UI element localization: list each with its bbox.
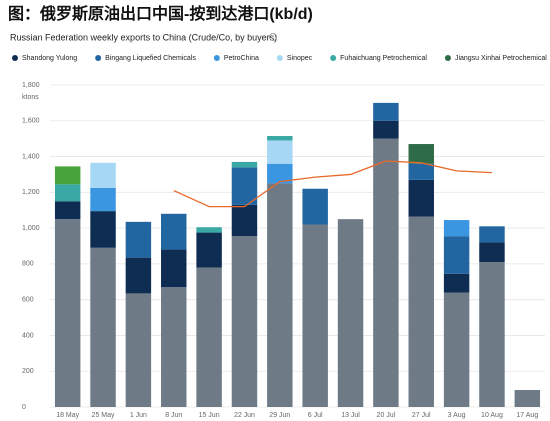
legend-label: Jiangsu Xinhai Petrochemical: [455, 55, 547, 62]
bar-segment: [302, 188, 328, 225]
bar-segment: [161, 213, 187, 250]
x-tick-label: 1 Jun: [130, 412, 147, 419]
info-icon[interactable]: [269, 33, 277, 41]
bar-segment: [337, 219, 364, 407]
x-tick-label: 13 Jul: [341, 412, 360, 419]
y-tick-label: 1,000: [22, 225, 40, 232]
bar-segment: [479, 242, 505, 263]
bar-segment: [408, 144, 434, 164]
y-tick-label: 200: [22, 368, 34, 375]
y-tick-label: 1,400: [22, 153, 40, 160]
x-tick-label: 8 Jun: [165, 412, 182, 419]
legend-swatch: [12, 55, 18, 61]
bar-segment: [90, 211, 116, 248]
legend-label: Shandong Yulong: [22, 55, 77, 62]
bar-segment: [231, 161, 258, 168]
y-tick-label: 800: [22, 261, 34, 268]
bar-segment: [231, 167, 258, 205]
bar-segment: [196, 232, 222, 268]
chart-title: 图：俄罗斯原油出口中国-按到达港口(kb/d): [8, 4, 313, 23]
bar-segment: [90, 247, 116, 407]
bar-segment: [443, 292, 470, 407]
bar-segment: [54, 219, 81, 407]
bar-segment: [231, 236, 258, 407]
x-tick-label: 3 Aug: [448, 412, 466, 419]
x-tick-label: 20 Jul: [377, 412, 396, 419]
legend-swatch: [95, 55, 102, 61]
bar-segment: [196, 267, 222, 407]
legend-label: PetroChina: [224, 55, 259, 62]
legend-label: Sinopec: [287, 55, 313, 62]
bar-segment: [408, 163, 434, 180]
bar-segment: [479, 226, 505, 243]
bar-segment: [54, 201, 81, 220]
bar-segment: [267, 163, 293, 184]
x-tick-label: 6 Jul: [308, 412, 323, 419]
bar-segment: [373, 120, 399, 139]
bar-segment: [443, 273, 470, 293]
bar-segment: [373, 138, 399, 407]
legend-swatch: [276, 55, 283, 61]
bar-segment: [125, 293, 152, 407]
bar-segment: [161, 287, 187, 407]
bar-segment: [514, 390, 541, 407]
bar-segment: [90, 187, 116, 212]
bar-segment: [267, 135, 293, 141]
x-tick-label: 17 Aug: [516, 412, 538, 419]
bar-segment: [373, 102, 399, 121]
bar-segment: [125, 257, 152, 294]
legend-swatch: [213, 55, 220, 61]
bar-segment: [54, 184, 81, 202]
line: [173, 160, 492, 208]
bar-segment: [443, 236, 470, 274]
bar-segment: [231, 204, 258, 237]
y-tick-label: 1,800: [22, 82, 40, 89]
bar-segment: [161, 249, 187, 288]
bar-segment: [267, 183, 293, 407]
y-tick-label: 1,200: [22, 189, 40, 196]
bar-segment: [90, 162, 116, 188]
bar-segment: [125, 221, 152, 258]
y-tick-label: 600: [22, 297, 34, 304]
bar-segment: [196, 227, 222, 233]
x-tick-label: 18 May: [56, 412, 79, 419]
bar-segment: [267, 140, 293, 164]
x-tick-label: 15 Jun: [199, 412, 220, 419]
y-tick-label: 1,600: [22, 118, 40, 125]
legend-swatch: [330, 55, 337, 61]
x-tick-label: 25 May: [92, 412, 115, 419]
legend-label: Bingang Liquefied Chemicals: [105, 55, 196, 62]
x-tick-label: 27 Jul: [412, 412, 431, 419]
bar-segment: [443, 220, 470, 237]
legend-swatch: [444, 55, 451, 61]
x-tick-label: 29 Jun: [269, 412, 290, 419]
x-tick-label: 10 Aug: [481, 412, 503, 419]
y-tick-label: 400: [22, 332, 34, 339]
bar-segment: [408, 179, 434, 217]
bar-segment: [479, 262, 505, 407]
x-tick-label: 22 Jun: [234, 412, 255, 419]
y-tick-label: 0: [22, 404, 26, 411]
chart-subtitle: Russian Federation weekly exports to Chi…: [10, 32, 277, 42]
bar-segment: [54, 166, 81, 185]
bar-segment: [302, 224, 328, 407]
y-unit: ktons: [22, 94, 39, 101]
legend-label: Fuhaichuang Petrochemical: [340, 55, 427, 62]
bar-segment: [408, 216, 434, 407]
